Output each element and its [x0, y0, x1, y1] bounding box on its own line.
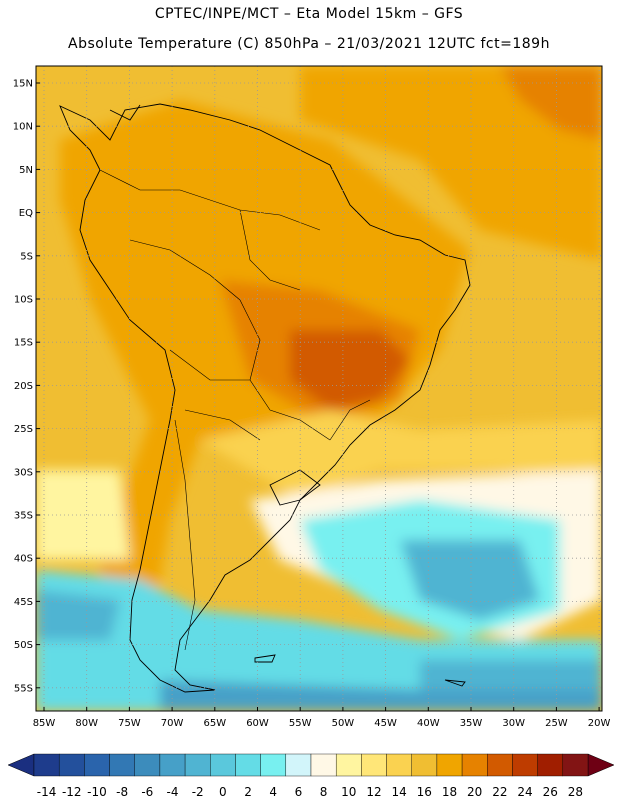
latitude-label: 35S [14, 511, 33, 522]
colorbar-swatch [386, 753, 412, 777]
colorbar-swatch [310, 753, 337, 777]
colorbar-high-arrow [587, 753, 615, 777]
colorbar-label: 20 [467, 785, 482, 799]
colorbar-label: 12 [366, 785, 381, 799]
map-subtitle: Absolute Temperature (C) 850hPa – 21/03/… [68, 36, 550, 52]
latitude-label: 10N [13, 122, 33, 133]
longitude-label: 40W [417, 718, 440, 729]
longitude-labels: 85W 80W 75W 70W 65W 60W 55W 50W 45W 40W 35W 30W 25W 2… [33, 707, 611, 729]
colorbar-label: 2 [244, 785, 252, 799]
longitude-label: 65W [203, 718, 226, 729]
latitude-label: 15N [13, 79, 33, 90]
colorbar-label: -6 [141, 785, 153, 799]
colorbar-swatch [210, 753, 236, 777]
colorbar-swatch [235, 753, 261, 777]
map-title: CPTEC/INPE/MCT – Eta Model 15km – GFS [154, 6, 464, 22]
colorbar-swatch [33, 753, 60, 777]
colorbar-swatch [411, 753, 438, 777]
latitude-label: 10S [14, 295, 33, 306]
colorbar-label: -8 [116, 785, 128, 799]
latitude-label: 5N [19, 165, 33, 176]
colorbar-label: 6 [295, 785, 303, 799]
longitude-label: 85W [33, 718, 56, 729]
colorbar-swatch [184, 753, 211, 777]
colorbar-swatch [159, 753, 186, 777]
colorbar-swatch [436, 753, 463, 777]
longitude-label: 75W [118, 718, 141, 729]
colorbar-swatch [487, 753, 513, 777]
colorbar-label: 10 [341, 785, 356, 799]
colorbar-label: 16 [417, 785, 432, 799]
colorbar-label: 22 [492, 785, 507, 799]
longitude-label: 50W [332, 718, 355, 729]
colorbar-swatch [512, 753, 538, 777]
latitude-label: EQ [19, 208, 33, 219]
colorbar-low-arrow [7, 753, 35, 777]
colorbar-swatch [461, 753, 488, 777]
colorbar-label: -4 [167, 785, 179, 799]
colorbar-label: 26 [543, 785, 558, 799]
longitude-label: 70W [161, 718, 184, 729]
latitude-label: 30S [14, 467, 33, 478]
latitude-label: 45S [14, 597, 33, 608]
longitude-label: 25W [545, 718, 568, 729]
map-frame [35, 65, 603, 712]
colorbar-swatch [109, 753, 135, 777]
temperature-field [36, 66, 602, 711]
longitude-label: 45W [374, 718, 397, 729]
colorbar-label: 14 [391, 785, 406, 799]
latitude-label: 40S [14, 554, 33, 565]
colorbar-swatch [285, 753, 312, 777]
latitude-label: 15S [14, 338, 33, 349]
colorbar-swatch [562, 753, 589, 777]
latitude-labels: 15N 10N 5N EQ 5S 10S 15S 20S 25S 30S 35S 40S 45S 50S 5… [13, 79, 40, 694]
colorbar-label: -14 [37, 785, 57, 799]
colorbar-swatch [260, 753, 287, 777]
longitude-label: 35W [460, 718, 483, 729]
longitude-label: 30W [502, 718, 525, 729]
colorbar-label: 28 [568, 785, 583, 799]
colorbar-swatch [84, 753, 110, 777]
colorbar-label: -10 [87, 785, 107, 799]
colorbar-label: 8 [320, 785, 328, 799]
colorbar-label: 18 [442, 785, 457, 799]
colorbar-labels: -14 -12 -10 -8 -6 -4 -2 0 2 4 6 8 10 12 14 16 18 20 22 24 26… [37, 785, 583, 799]
colorbar-label: -12 [62, 785, 82, 799]
longitude-label: 20W [588, 718, 611, 729]
latitude-label: 5S [20, 251, 33, 262]
colorbar-label: 24 [517, 785, 532, 799]
colorbar-label: 4 [269, 785, 277, 799]
coastlines [59, 103, 471, 693]
longitude-label: 80W [75, 718, 98, 729]
latitude-label: 55S [14, 683, 33, 694]
latitude-label: 50S [14, 640, 33, 651]
country-borders [99, 169, 371, 651]
colorbar-swatch [537, 753, 564, 777]
colorbar-swatch [58, 753, 85, 777]
colorbar-swatch [335, 753, 362, 777]
colorbar-label: -2 [192, 785, 204, 799]
longitude-label: 55W [289, 718, 312, 729]
colorbar [7, 753, 615, 777]
longitude-label: 60W [246, 718, 269, 729]
latitude-label: 25S [14, 424, 33, 435]
colorbar-swatch [361, 753, 387, 777]
colorbar-label: 0 [219, 785, 227, 799]
latitude-label: 20S [14, 381, 33, 392]
colorbar-swatch [134, 753, 161, 777]
